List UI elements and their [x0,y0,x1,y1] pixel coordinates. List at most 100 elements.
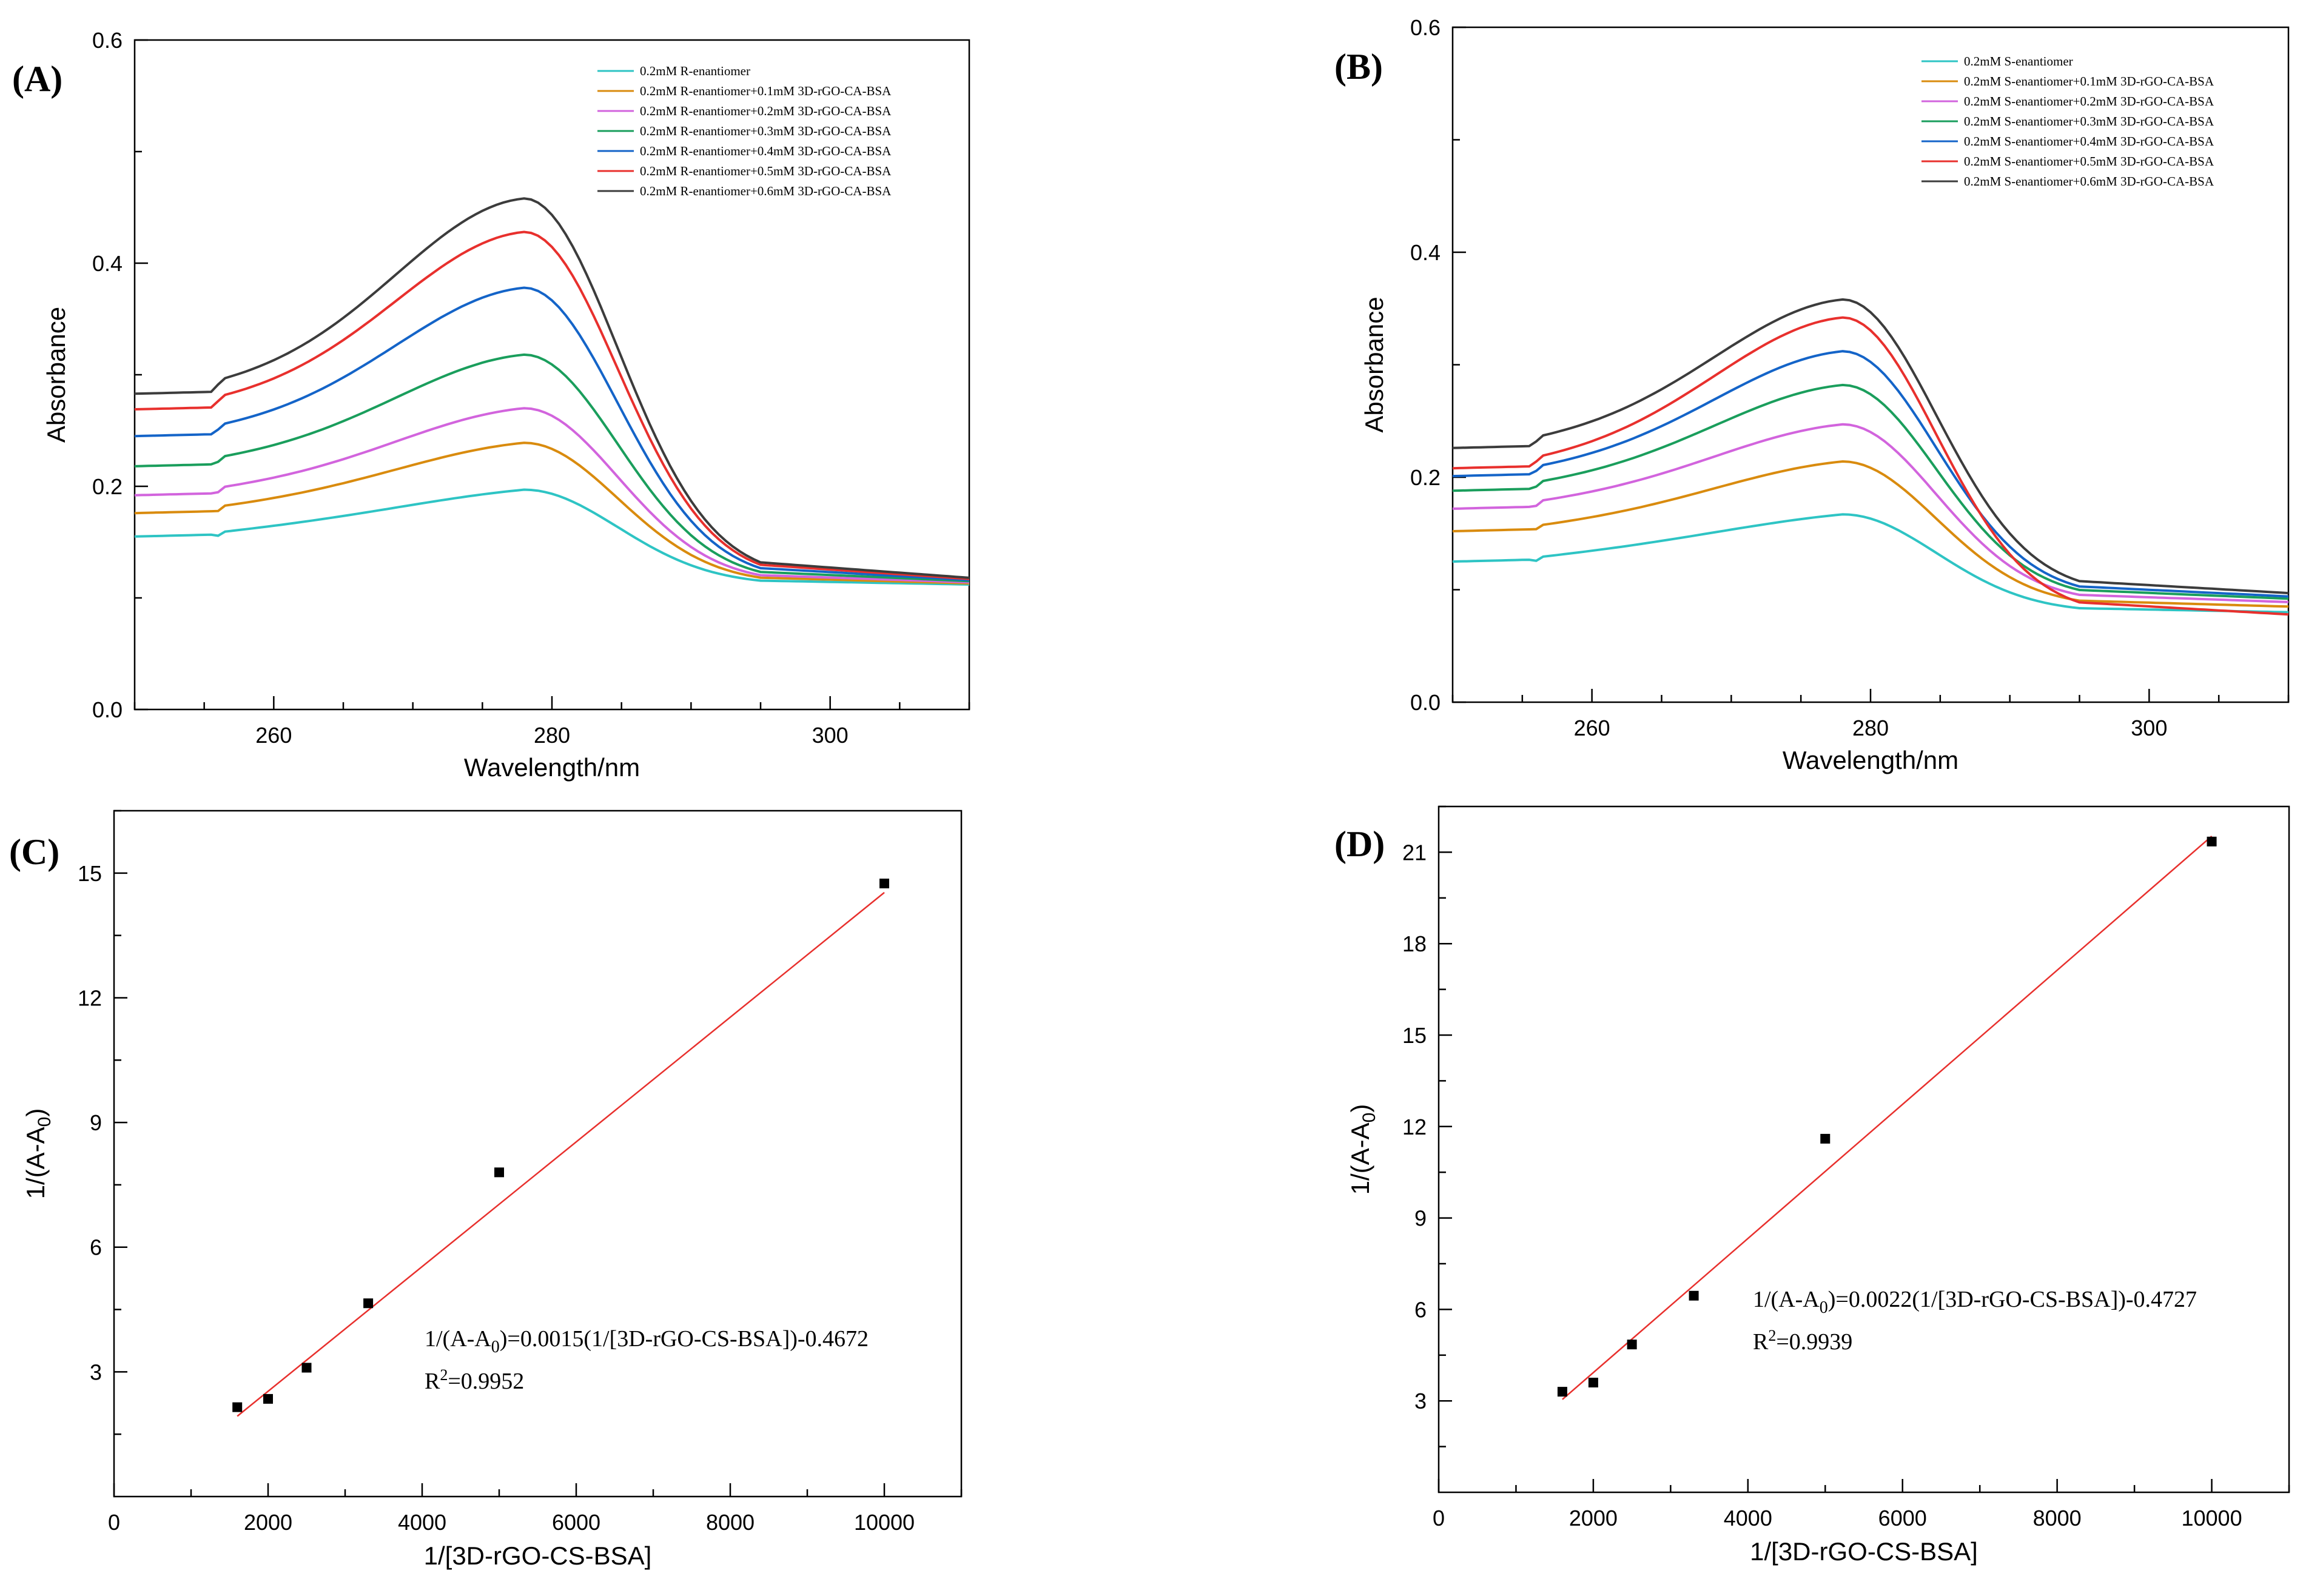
plot-frame [1437,805,2290,1494]
x-axis-title: 1/[3D-rGO-CS-BSA] [424,1541,652,1570]
y-tick-label: 0.2 [1410,465,1441,490]
panel-label: (B) [1334,47,1383,87]
panel-label: (C) [9,832,59,872]
series-line [134,286,970,582]
series-line [134,197,970,579]
y-tick-label: 15 [1402,1023,1427,1048]
x-axis-title: Wavelength/nm [1783,746,1958,774]
series-line [134,407,970,584]
x-tick-label: 260 [1574,716,1610,740]
data-point [232,1402,243,1412]
data-point [363,1298,374,1309]
series-line [134,353,970,583]
r-squared: R2=0.9952 [425,1366,524,1394]
data-point [2207,836,2217,847]
y-tick-label: 9 [90,1110,102,1135]
legend-entry: 0.2mM R-enantiomer [640,64,750,78]
x-tick-label: 10000 [854,1510,915,1535]
y-tick-label: 0.6 [92,28,123,53]
panel-label: (A) [12,59,62,99]
y-tick-label: 0.4 [1410,240,1441,265]
data-point [1588,1378,1598,1388]
legend-entry: 0.2mM R-enantiomer+0.4mM 3D-rGO-CA-BSA [640,144,892,158]
legend-entry: 0.2mM S-enantiomer+0.2mM 3D-rGO-CA-BSA [1964,94,2214,109]
series-line [134,441,970,585]
x-tick-label: 300 [2131,716,2167,740]
x-tick-label: 300 [812,723,849,748]
legend-entry: 0.2mM R-enantiomer+0.5mM 3D-rGO-CA-BSA [640,164,892,178]
x-tick-label: 2000 [244,1510,292,1535]
series-line [1452,423,2289,603]
y-axis-title: 1/(A-A0) [21,1108,55,1199]
legend-entry: 0.2mM S-enantiomer+0.3mM 3D-rGO-CA-BSA [1964,114,2214,129]
y-tick-label: 6 [90,1235,102,1260]
x-tick-label: 4000 [1724,1506,1772,1531]
series-line [1452,383,2289,600]
panel-b: (B) 260 280 300 0.0 0.2 0.4 0.6 Wavelength/nm Abs… [1334,15,2290,774]
x-tick-label: 6000 [552,1510,600,1535]
fit-line [237,891,885,1417]
x-tick-label: 0 [1433,1506,1445,1531]
data-point [494,1167,504,1178]
panel-c: (C) 0 2000 4000 6000 8000 10000 3 6 9 12 15 1/[3D-rG… [9,810,963,1570]
y-axis-title: 1/(A-A0) [1346,1104,1379,1195]
x-tick-label: 2000 [1569,1506,1618,1531]
x-axis-title: 1/[3D-rGO-CS-BSA] [1750,1537,1978,1566]
legend-entry: 0.2mM S-enantiomer+0.5mM 3D-rGO-CA-BSA [1964,154,2214,169]
data-point [263,1393,273,1404]
plot-frame [133,39,970,711]
y-axis-title: Absorbance [42,307,70,443]
legend-entry: 0.2mM R-enantiomer+0.6mM 3D-rGO-CA-BSA [640,184,892,198]
fit-equation: 1/(A-A0)=0.0022(1/[3D-rGO-CS-BSA])-0.472… [1753,1287,2197,1317]
fit-equation: 1/(A-A0)=0.0015(1/[3D-rGO-CS-BSA])-0.467… [425,1326,869,1356]
y-tick-label: 0.0 [92,697,123,722]
x-tick-label: 4000 [398,1510,446,1535]
y-tick-label: 9 [1414,1206,1427,1231]
x-tick-label: 280 [1852,716,1889,740]
series-line [1452,298,2289,595]
series-line [1452,460,2289,608]
y-tick-label: 21 [1402,840,1427,865]
y-tick-label: 18 [1402,931,1427,956]
x-tick-label: 10000 [2181,1506,2242,1531]
x-tick-label: 6000 [1878,1506,1927,1531]
panel-d: (D) 0 2000 4000 6000 8000 10000 3 6 9 12 15 18 21 1/[3… [1334,805,2290,1566]
series-line [134,488,970,586]
y-tick-label: 0.0 [1410,690,1441,715]
data-point [301,1363,312,1373]
plot-frame [113,810,963,1498]
y-tick-label: 12 [1402,1115,1427,1139]
data-point [1627,1340,1637,1350]
y-tick-label: 6 [1414,1297,1427,1322]
x-tick-label: 260 [255,723,292,748]
data-point [1820,1133,1831,1144]
fit-line [1562,835,2213,1400]
legend-entry: 0.2mM R-enantiomer+0.2mM 3D-rGO-CA-BSA [640,104,892,118]
series-line [134,230,970,580]
data-point [1557,1387,1567,1397]
panel-label: (D) [1334,824,1385,864]
x-tick-label: 8000 [2033,1506,2082,1531]
y-tick-label: 0.2 [92,474,123,499]
y-tick-label: 3 [90,1360,102,1384]
r-squared: R2=0.9939 [1753,1327,1852,1355]
y-axis-title: Absorbance [1360,297,1388,432]
x-tick-label: 0 [108,1510,120,1535]
x-tick-label: 280 [534,723,570,748]
y-tick-label: 15 [78,861,102,886]
x-axis-title: Wavelength/nm [464,753,640,782]
series-line [1452,350,2289,598]
series-line [1452,316,2289,616]
data-point [879,878,889,888]
legend-entry: 0.2mM S-enantiomer [1964,54,2073,69]
panel-a: (A) 260 280 300 0.0 0.2 0.4 0.6 Wavelength/nm Abs… [12,28,970,782]
y-tick-label: 3 [1414,1389,1427,1413]
y-tick-label: 0.4 [92,251,123,276]
legend-entry: 0.2mM S-enantiomer+0.6mM 3D-rGO-CA-BSA [1964,174,2214,189]
legend-entry: 0.2mM R-enantiomer+0.3mM 3D-rGO-CA-BSA [640,124,892,138]
legend-entry: 0.2mM S-enantiomer+0.4mM 3D-rGO-CA-BSA [1964,134,2214,149]
legend-entry: 0.2mM S-enantiomer+0.1mM 3D-rGO-CA-BSA [1964,74,2214,89]
y-tick-label: 0.6 [1410,15,1441,40]
legend-entry: 0.2mM R-enantiomer+0.1mM 3D-rGO-CA-BSA [640,84,892,98]
